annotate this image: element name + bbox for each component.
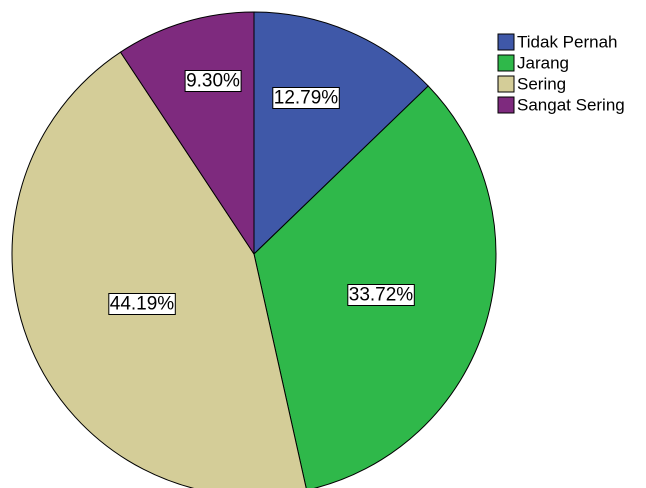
legend-label: Sangat Sering [517, 96, 625, 115]
legend-swatch [497, 33, 515, 51]
legend-item-jarang: Jarang [497, 54, 569, 73]
legend-swatch [497, 54, 515, 72]
legend: Tidak Pernah Jarang Sering Sangat Sering [497, 33, 625, 115]
legend-item-sering: Sering [497, 75, 566, 94]
legend-item-sangat-sering: Sangat Sering [497, 96, 625, 115]
pie-slices [11, 11, 497, 488]
data-label-sangat-sering: 9.30% [184, 70, 242, 92]
data-label-jarang: 33.72% [347, 284, 415, 306]
legend-label: Sering [517, 75, 566, 94]
data-label-box [272, 87, 340, 109]
pie-slice-tidak-pernah [253, 11, 429, 256]
data-label-text: 33.72% [349, 285, 414, 306]
legend-swatch [497, 96, 515, 114]
data-label-sering: 44.19% [108, 293, 176, 315]
data-label-text: 44.19% [110, 294, 175, 315]
legend-label: Tidak Pernah [517, 33, 617, 52]
data-label-text: 9.30% [186, 71, 240, 92]
legend-item-tidak-pernah: Tidak Pernah [497, 33, 617, 52]
data-label-tidak-pernah: 12.79% [272, 87, 340, 109]
legend-swatch [497, 75, 515, 93]
data-label-box [347, 284, 415, 306]
legend-label: Jarang [517, 54, 569, 73]
data-label-box [108, 293, 176, 315]
data-label-box [184, 70, 242, 92]
pie-labels: 12.79% 33.72% 44.19% 9.30% [108, 70, 415, 315]
pie-slice-sering [11, 51, 307, 488]
data-label-text: 12.79% [274, 88, 339, 109]
